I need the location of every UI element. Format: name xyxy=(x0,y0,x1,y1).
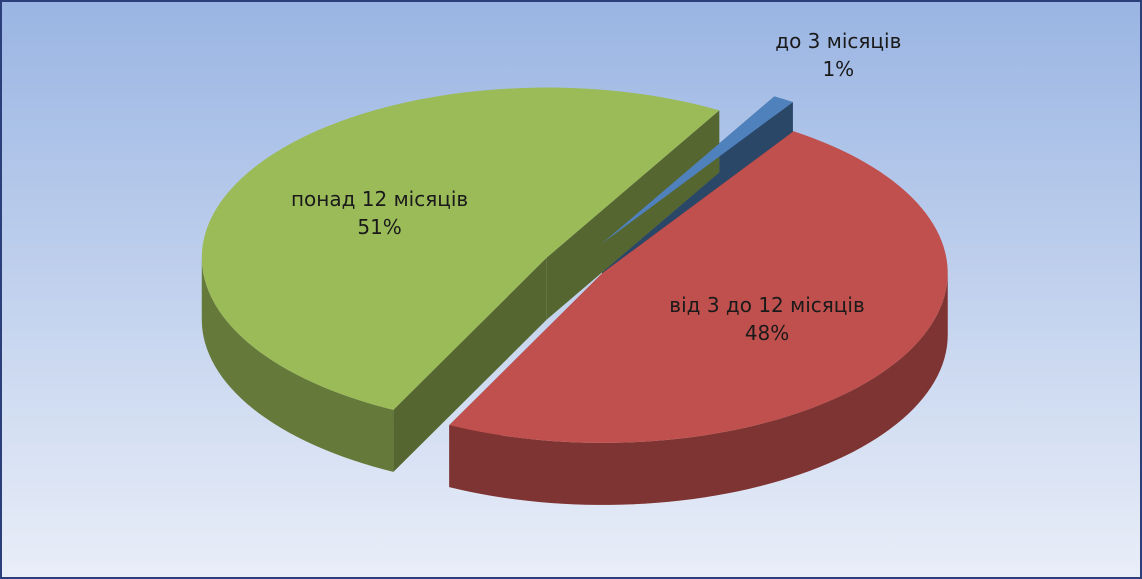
slice-label: понад 12 місяців xyxy=(291,187,468,211)
slice-side xyxy=(449,272,948,505)
slice-label: до 3 місяців xyxy=(775,29,901,53)
slice xyxy=(449,131,948,443)
slice-side-shade xyxy=(546,110,720,320)
slice-side xyxy=(393,257,547,472)
slice xyxy=(201,87,720,410)
slice-3d xyxy=(201,110,720,472)
slice-tops xyxy=(201,87,948,443)
slice-value-label: 48% xyxy=(745,321,789,345)
slice-value-label: 1% xyxy=(822,57,854,81)
slice-side xyxy=(201,257,394,472)
slice-label: від 3 до 12 місяців xyxy=(669,293,864,317)
slice-side-shade xyxy=(393,257,547,472)
slice-side-shade xyxy=(449,272,948,505)
slice-side xyxy=(546,110,720,320)
slice xyxy=(601,96,793,244)
slice-value-label: 51% xyxy=(357,215,401,239)
slice-side-shade xyxy=(201,257,394,472)
